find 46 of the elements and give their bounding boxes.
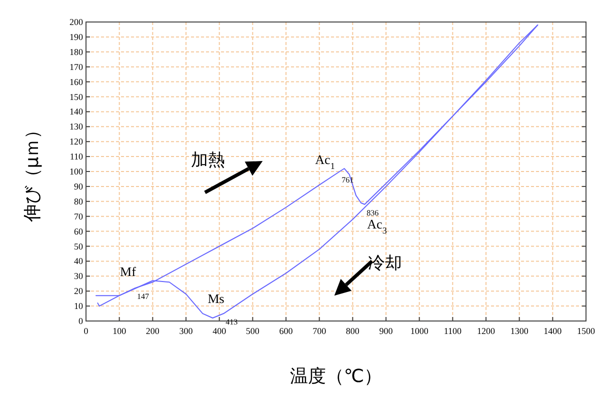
annotation: 836 bbox=[366, 208, 379, 218]
x-tick-label: 700 bbox=[312, 326, 327, 336]
y-tick-label: 130 bbox=[70, 122, 84, 132]
y-tick-label: 200 bbox=[70, 17, 84, 27]
y-tick-label: 190 bbox=[70, 32, 84, 42]
x-tick-label: 400 bbox=[212, 326, 227, 336]
annotation: Ac$_{3}$ bbox=[367, 216, 388, 236]
annotation: 147 bbox=[137, 292, 149, 302]
x-tick-label: 800 bbox=[346, 326, 360, 336]
y-tick-label: 160 bbox=[70, 76, 84, 87]
y-tick-label: 120 bbox=[70, 136, 84, 147]
x-tick-label: 200 bbox=[146, 326, 160, 336]
x-tick-label: 100 bbox=[112, 326, 127, 336]
y-tick-label: 170 bbox=[70, 62, 84, 72]
y-tick-label: 80 bbox=[74, 196, 84, 206]
x-tick-label: 1500 bbox=[577, 326, 596, 336]
x-axis-title: 温度（℃） bbox=[290, 366, 382, 387]
x-tick-label: 900 bbox=[379, 326, 394, 336]
x-tick-label: 1000 bbox=[410, 326, 429, 336]
y-tick-label: 0 bbox=[78, 316, 84, 326]
y-tick-label: 90 bbox=[74, 181, 84, 192]
annotation: 加熱 bbox=[191, 150, 225, 170]
y-axis-title: 伸び（μｍ） bbox=[22, 120, 43, 224]
y-tick-label: 100 bbox=[70, 166, 84, 176]
y-tick-label: 10 bbox=[74, 301, 84, 312]
x-tick-label: 500 bbox=[246, 326, 260, 336]
y-tick-label: 50 bbox=[74, 241, 84, 252]
x-tick-label: 1300 bbox=[510, 326, 529, 336]
x-tick-label: 600 bbox=[279, 326, 294, 336]
x-tick-label: 1100 bbox=[444, 326, 462, 336]
x-tick-label: 1200 bbox=[477, 326, 496, 336]
y-tick-label: 20 bbox=[74, 286, 84, 296]
x-tick-label: 300 bbox=[179, 326, 194, 336]
y-tick-label: 60 bbox=[74, 226, 84, 236]
annotation: 冷却 bbox=[368, 254, 402, 274]
y-tick-label: 110 bbox=[70, 152, 84, 162]
y-tick-label: 40 bbox=[74, 256, 84, 266]
y-tick-label: 180 bbox=[70, 46, 84, 57]
x-tick-label: 1400 bbox=[544, 326, 562, 336]
annotation: Mf bbox=[120, 264, 137, 280]
annotation: Ac$_{1}$ bbox=[315, 152, 335, 172]
y-tick-label: 30 bbox=[74, 271, 84, 282]
annotation: Ms bbox=[208, 291, 224, 306]
y-tick-label: 140 bbox=[70, 106, 84, 117]
y-tick-label: 70 bbox=[74, 211, 84, 222]
y-tick-label: 150 bbox=[70, 92, 84, 102]
